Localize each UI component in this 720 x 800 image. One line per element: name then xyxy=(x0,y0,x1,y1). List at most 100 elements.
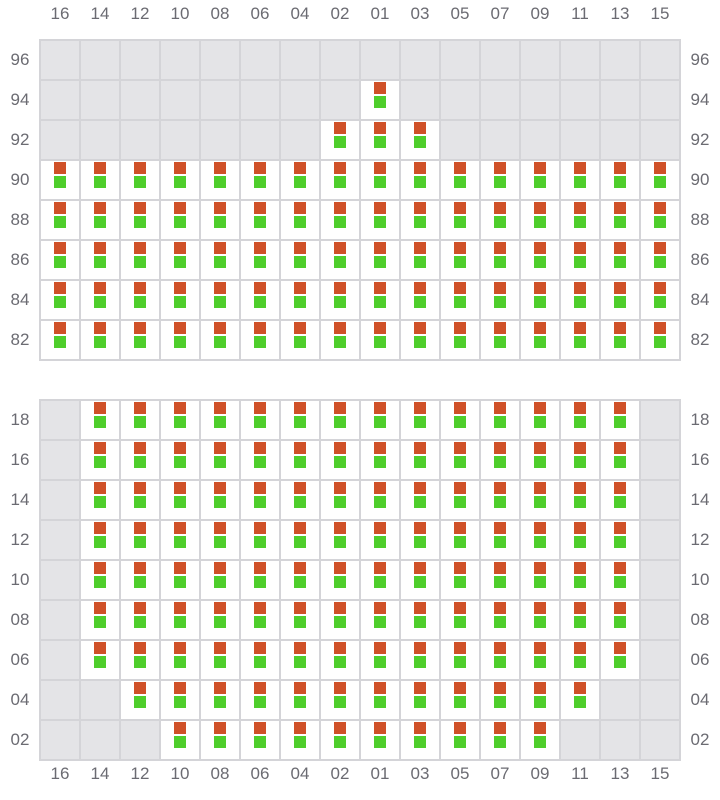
seat-available[interactable] xyxy=(161,441,199,479)
seat-available[interactable] xyxy=(121,521,159,559)
seat-available[interactable] xyxy=(601,521,639,559)
seat-available[interactable] xyxy=(481,681,519,719)
seat-available[interactable] xyxy=(281,521,319,559)
seat-available[interactable] xyxy=(521,681,559,719)
seat-available[interactable] xyxy=(481,201,519,239)
seat-available[interactable] xyxy=(401,241,439,279)
seat-available[interactable] xyxy=(161,601,199,639)
seat-available[interactable] xyxy=(321,281,359,319)
seat-available[interactable] xyxy=(561,681,599,719)
seat-available[interactable] xyxy=(361,521,399,559)
seat-available[interactable] xyxy=(281,161,319,199)
seat-available[interactable] xyxy=(361,201,399,239)
seat-available[interactable] xyxy=(441,201,479,239)
seat-available[interactable] xyxy=(161,521,199,559)
seat-available[interactable] xyxy=(481,641,519,679)
seat-available[interactable] xyxy=(561,241,599,279)
seat-available[interactable] xyxy=(121,321,159,359)
seat-available[interactable] xyxy=(241,281,279,319)
seat-available[interactable] xyxy=(361,121,399,159)
seat-available[interactable] xyxy=(521,201,559,239)
seat-available[interactable] xyxy=(281,481,319,519)
seat-available[interactable] xyxy=(561,441,599,479)
seat-available[interactable] xyxy=(441,561,479,599)
seat-available[interactable] xyxy=(441,681,479,719)
seat-available[interactable] xyxy=(201,401,239,439)
seat-available[interactable] xyxy=(401,681,439,719)
seat-available[interactable] xyxy=(641,201,679,239)
seat-available[interactable] xyxy=(81,641,119,679)
seat-available[interactable] xyxy=(201,161,239,199)
seat-available[interactable] xyxy=(161,721,199,759)
seat-available[interactable] xyxy=(441,321,479,359)
seat-available[interactable] xyxy=(41,241,79,279)
seat-available[interactable] xyxy=(441,281,479,319)
seat-available[interactable] xyxy=(321,721,359,759)
seat-available[interactable] xyxy=(521,561,559,599)
seat-available[interactable] xyxy=(201,241,239,279)
seat-available[interactable] xyxy=(281,201,319,239)
seat-available[interactable] xyxy=(441,601,479,639)
seat-available[interactable] xyxy=(441,521,479,559)
seat-available[interactable] xyxy=(81,161,119,199)
seat-available[interactable] xyxy=(521,321,559,359)
seat-available[interactable] xyxy=(201,721,239,759)
seat-available[interactable] xyxy=(121,481,159,519)
seat-available[interactable] xyxy=(361,321,399,359)
seat-available[interactable] xyxy=(161,641,199,679)
seat-available[interactable] xyxy=(201,201,239,239)
seat-available[interactable] xyxy=(241,601,279,639)
seat-available[interactable] xyxy=(161,281,199,319)
seat-available[interactable] xyxy=(281,441,319,479)
seat-available[interactable] xyxy=(481,281,519,319)
seat-available[interactable] xyxy=(481,481,519,519)
seat-available[interactable] xyxy=(521,521,559,559)
seat-available[interactable] xyxy=(321,201,359,239)
seat-available[interactable] xyxy=(441,721,479,759)
seat-available[interactable] xyxy=(561,401,599,439)
seat-available[interactable] xyxy=(521,641,559,679)
seat-available[interactable] xyxy=(401,441,439,479)
seat-available[interactable] xyxy=(161,321,199,359)
seat-available[interactable] xyxy=(561,521,599,559)
seat-available[interactable] xyxy=(401,161,439,199)
seat-available[interactable] xyxy=(361,441,399,479)
seat-available[interactable] xyxy=(521,441,559,479)
seat-available[interactable] xyxy=(441,441,479,479)
seat-available[interactable] xyxy=(441,401,479,439)
seat-available[interactable] xyxy=(361,721,399,759)
seat-available[interactable] xyxy=(401,321,439,359)
seat-available[interactable] xyxy=(241,481,279,519)
seat-available[interactable] xyxy=(321,161,359,199)
seat-available[interactable] xyxy=(521,241,559,279)
seat-available[interactable] xyxy=(561,201,599,239)
seat-available[interactable] xyxy=(561,481,599,519)
seat-available[interactable] xyxy=(601,481,639,519)
seat-available[interactable] xyxy=(401,641,439,679)
seat-available[interactable] xyxy=(601,441,639,479)
seat-available[interactable] xyxy=(321,121,359,159)
seat-available[interactable] xyxy=(321,441,359,479)
seat-available[interactable] xyxy=(481,441,519,479)
seat-available[interactable] xyxy=(641,241,679,279)
seat-available[interactable] xyxy=(241,721,279,759)
seat-available[interactable] xyxy=(321,481,359,519)
seat-available[interactable] xyxy=(81,321,119,359)
seat-available[interactable] xyxy=(201,561,239,599)
seat-available[interactable] xyxy=(241,441,279,479)
seat-available[interactable] xyxy=(281,641,319,679)
seat-available[interactable] xyxy=(481,321,519,359)
seat-available[interactable] xyxy=(81,481,119,519)
seat-available[interactable] xyxy=(521,721,559,759)
seat-available[interactable] xyxy=(441,241,479,279)
seat-available[interactable] xyxy=(81,521,119,559)
seat-available[interactable] xyxy=(401,281,439,319)
seat-available[interactable] xyxy=(321,321,359,359)
seat-available[interactable] xyxy=(361,641,399,679)
seat-available[interactable] xyxy=(401,121,439,159)
seat-available[interactable] xyxy=(201,441,239,479)
seat-available[interactable] xyxy=(601,161,639,199)
seat-available[interactable] xyxy=(321,561,359,599)
seat-available[interactable] xyxy=(81,561,119,599)
seat-available[interactable] xyxy=(161,401,199,439)
